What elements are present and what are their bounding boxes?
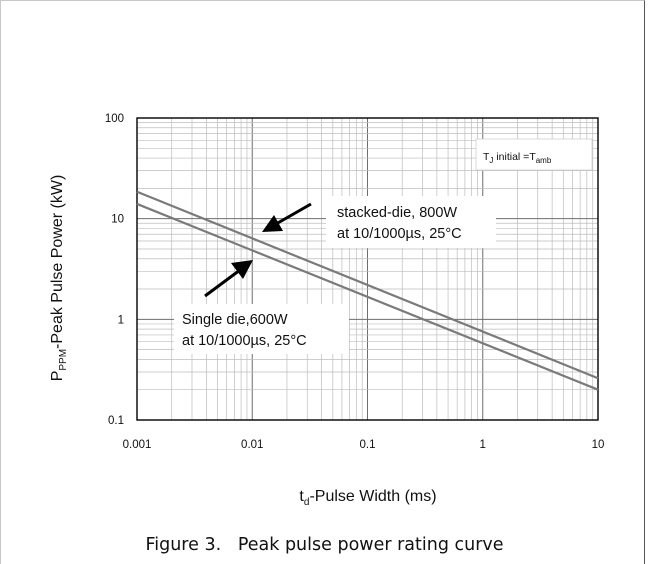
annotation-stacked-line1: stacked-die, 800W	[337, 205, 457, 221]
series-line-1	[136, 190, 599, 380]
y-axis-label: PPPM-Peak Pulse Power (kW)	[49, 175, 69, 382]
series-line-2	[136, 202, 599, 391]
y-tick-label: 0.1	[108, 415, 124, 427]
figure-caption: Figure 3. Peak pulse power rating curve	[145, 535, 504, 555]
condition-box	[475, 138, 593, 171]
x-axis-label: td-Pulse Width (ms)	[299, 488, 436, 508]
x-tick-label: 1	[480, 439, 486, 451]
arrow-single-shaft	[204, 268, 241, 298]
arrow-stacked-shaft	[275, 202, 312, 226]
y-tick-labels: 0.1 1 10 100	[105, 113, 124, 427]
x-tick-label: 0.001	[123, 439, 152, 451]
annotation-single-line1: Single die,600W	[182, 312, 288, 328]
arrow-stacked-head	[262, 215, 283, 232]
x-tick-label: 0.01	[241, 439, 263, 451]
series-group	[136, 190, 599, 391]
x-tick-label: 0.1	[360, 439, 376, 451]
annotation-single-line2: at 10/1000µs, 25°C	[182, 333, 307, 349]
y-tick-label: 100	[105, 113, 124, 125]
y-tick-label: 1	[118, 314, 124, 326]
condition-label: TJ initial =Tamb	[483, 151, 552, 165]
annotation-stacked-bg	[326, 196, 496, 248]
annotation-single-bg	[174, 304, 349, 354]
y-tick-label: 10	[111, 214, 124, 226]
pulse-power-chart: 0.001 0.01 0.1 1 10 0.1 1 10 100 TJ initial =Ta…	[49, 113, 605, 508]
plot-area-border	[136, 117, 599, 421]
x-tick-label: 10	[592, 439, 605, 451]
arrow-single-head	[231, 260, 253, 279]
x-tick-labels: 0.001 0.01 0.1 1 10	[123, 439, 605, 451]
annotation-stacked-line2: at 10/1000µs, 25°C	[337, 226, 462, 242]
